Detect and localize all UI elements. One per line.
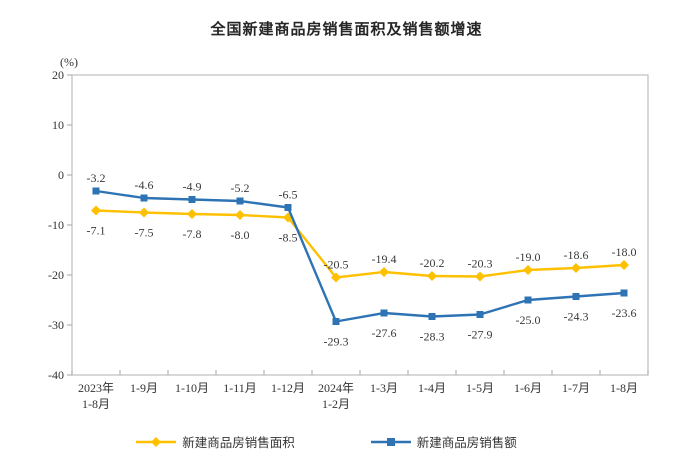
data-point-marker-square [572, 293, 580, 300]
data-point-label: -4.6 [135, 178, 154, 192]
data-point-marker-square [428, 313, 436, 320]
legend: 新建商品房销售面积 新建商品房销售额 [0, 432, 693, 451]
legend-label-sales-amount: 新建商品房销售额 [416, 436, 517, 450]
data-point-label: -8.0 [231, 228, 250, 242]
data-point-label: -7.5 [135, 226, 154, 240]
plot-border [71, 74, 649, 376]
legend-item-sales-area: 新建商品房销售面积 [136, 432, 295, 451]
data-point-marker-diamond [91, 205, 101, 216]
data-point-label: -20.2 [420, 256, 445, 270]
data-point-label: -28.3 [420, 330, 445, 344]
data-point-marker-diamond [427, 271, 437, 281]
data-point-label: -18.6 [564, 248, 589, 262]
x-axis-category-label: 1-3月 [370, 381, 398, 395]
chart-title: 全国新建商品房销售面积及销售额增速 [210, 21, 483, 38]
data-point-marker-diamond [379, 267, 389, 277]
x-axis-category-label: 1-5月 [466, 381, 494, 395]
data-point-marker-square [524, 296, 532, 304]
y-axis-tick-label: -10 [48, 218, 64, 232]
y-axis-tick-label: -40 [48, 368, 64, 382]
data-point-marker-square [284, 204, 292, 211]
data-point-marker-diamond [571, 263, 581, 273]
data-point-label: -18.0 [612, 245, 637, 259]
data-point-marker-square [92, 187, 100, 195]
data-point-marker-diamond [523, 265, 533, 275]
x-axis-category-label: 1-6月 [514, 381, 542, 395]
data-point-marker-square [140, 194, 148, 202]
data-point-marker-diamond [331, 272, 341, 283]
y-axis-tick-label: 10 [52, 118, 64, 132]
data-point-label: -4.9 [183, 180, 202, 194]
x-axis-category-label: 2023年 1-8月 [78, 381, 114, 411]
data-point-marker-square [236, 197, 244, 205]
data-point-label: -23.6 [612, 306, 637, 320]
y-axis-tick-label: 20 [52, 68, 64, 82]
data-point-label: -29.3 [324, 335, 349, 349]
legend-line-square-icon [370, 437, 411, 446]
data-point-label: -27.6 [372, 326, 397, 340]
series-line-diamond [94, 209, 626, 279]
data-point-label: -3.2 [87, 171, 106, 185]
x-axis-category-label: 1-4月 [418, 381, 446, 395]
legend-item-sales-amount: 新建商品房销售额 [370, 432, 517, 451]
data-point-marker-square [620, 289, 628, 297]
data-point-label: -24.3 [564, 310, 589, 324]
y-axis-tick-label: 0 [58, 168, 64, 182]
data-point-label: -5.2 [231, 181, 250, 195]
x-axis-category-label: 2024年 1-2月 [318, 381, 354, 411]
data-point-marker-diamond [187, 209, 197, 219]
x-axis-category-label: 1-10月 [175, 381, 209, 395]
data-point-marker-square [476, 311, 484, 318]
data-point-label: -6.5 [279, 188, 298, 202]
data-point-label: -19.4 [372, 252, 397, 266]
data-point-marker-diamond [475, 271, 485, 282]
data-point-label: -25.0 [516, 313, 541, 327]
legend-line-diamond-icon [136, 436, 177, 447]
data-point-marker-square [380, 309, 388, 317]
data-point-marker-diamond [619, 260, 629, 270]
x-axis-category-label: 1-9月 [130, 381, 158, 395]
y-axis-tick-label: -30 [48, 318, 64, 332]
series-line-square [94, 189, 626, 323]
line-chart-plot: (%)20 10 0 -10 -20 -30 -40 2023年 1-8月 1-9月 1-10月 1-… [48, 55, 649, 411]
data-point-label: -20.3 [468, 257, 493, 271]
x-axis-category-label: 1-12月 [271, 381, 305, 395]
data-point-label: -20.5 [324, 258, 349, 272]
data-point-marker-square [332, 318, 340, 325]
data-point-marker-diamond [139, 207, 149, 218]
x-axis-category-label: 1-7月 [562, 381, 590, 395]
data-point-label: -8.5 [279, 231, 298, 245]
data-point-label: -27.9 [468, 328, 493, 342]
legend-label-sales-area: 新建商品房销售面积 [182, 436, 295, 450]
x-axis-category-label: 1-11月 [223, 381, 257, 395]
data-point-label: -7.1 [87, 224, 106, 238]
data-point-marker-square [188, 196, 196, 203]
data-point-label: -7.8 [183, 227, 202, 241]
data-point-label: -19.0 [516, 250, 541, 264]
y-axis-unit-label: (%) [60, 55, 78, 69]
x-axis-category-label: 1-8月 [610, 381, 638, 395]
data-point-marker-diamond [235, 210, 245, 220]
y-axis-tick-label: -20 [48, 268, 64, 282]
